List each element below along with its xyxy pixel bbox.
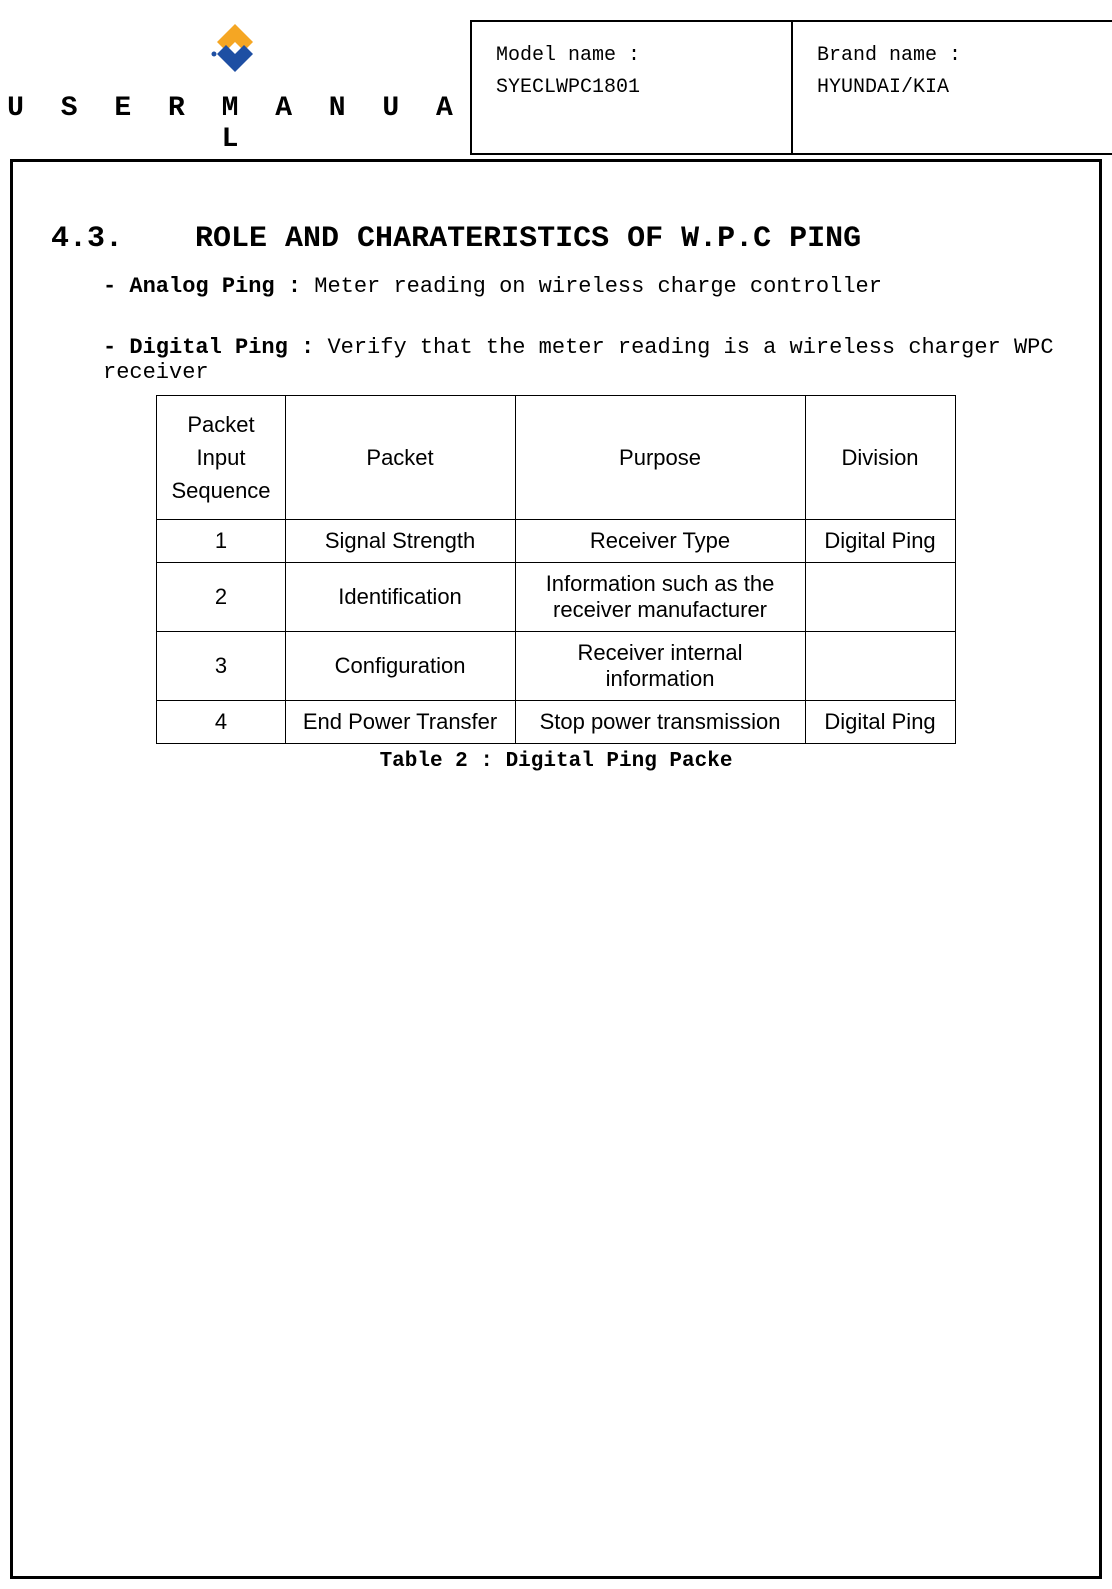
col-header-purpose: Purpose <box>515 396 805 520</box>
model-value: SYECLWPC1801 <box>496 76 640 99</box>
cell-packet: Identification <box>285 563 515 632</box>
page: U S E R M A N U A L Model name : SYECLWP… <box>0 0 1112 1579</box>
section-heading: 4.3. ROLE AND CHARATERISTICS OF W.P.C PI… <box>51 222 1079 256</box>
cell-purpose: Information such as the receiver manufac… <box>515 563 805 632</box>
digital-ping-label: - Digital Ping : <box>103 335 314 360</box>
section-title: ROLE AND CHARATERISTICS OF W.P.C PING <box>195 222 861 256</box>
col-header-division: Division <box>805 396 955 520</box>
table-header-row: Packet Input Sequence Packet Purpose Div… <box>157 396 955 520</box>
table-row: 4 End Power Transfer Stop power transmis… <box>157 701 955 744</box>
table-row: 3 Configuration Receiver internal inform… <box>157 632 955 701</box>
cell-packet: Configuration <box>285 632 515 701</box>
cell-packet: Signal Strength <box>285 520 515 563</box>
cell-division <box>805 563 955 632</box>
analog-ping-label: - Analog Ping : <box>103 274 301 299</box>
analog-ping-desc: Meter reading on wireless charge control… <box>314 274 882 299</box>
digital-ping-line: - Digital Ping : Verify that the meter r… <box>103 335 1079 385</box>
cell-division: Digital Ping <box>805 701 955 744</box>
manual-title: U S E R M A N U A L <box>0 93 470 155</box>
page-header: U S E R M A N U A L Model name : SYECLWP… <box>0 0 1112 155</box>
section-number: 4.3. <box>51 222 123 256</box>
table-row: 2 Identification Information such as the… <box>157 563 955 632</box>
model-label: Model name : <box>496 44 640 67</box>
content-frame: 4.3. ROLE AND CHARATERISTICS OF W.P.C PI… <box>10 159 1102 1579</box>
header-left: U S E R M A N U A L <box>0 20 470 155</box>
cell-purpose: Receiver Type <box>515 520 805 563</box>
brand-value: HYUNDAI/KIA <box>817 76 949 99</box>
cell-seq: 1 <box>157 520 285 563</box>
table-row: 1 Signal Strength Receiver Type Digital … <box>157 520 955 563</box>
model-cell: Model name : SYECLWPC1801 <box>472 22 793 153</box>
table-caption: Table 2 : Digital Ping Packe <box>33 750 1079 773</box>
brand-cell: Brand name : HYUNDAI/KIA <box>793 22 1112 153</box>
col-header-seq: Packet Input Sequence <box>157 396 285 520</box>
analog-ping-line: - Analog Ping : Meter reading on wireles… <box>103 274 1079 299</box>
cell-division <box>805 632 955 701</box>
cell-packet: End Power Transfer <box>285 701 515 744</box>
header-info-box: Model name : SYECLWPC1801 Brand name : H… <box>470 20 1112 155</box>
cell-purpose: Stop power transmission <box>515 701 805 744</box>
col-header-seq-text: Packet Input Sequence <box>171 412 270 503</box>
cell-seq: 4 <box>157 701 285 744</box>
cell-purpose: Receiver internal information <box>515 632 805 701</box>
cell-division: Digital Ping <box>805 520 955 563</box>
digital-ping-table: Packet Input Sequence Packet Purpose Div… <box>156 395 955 744</box>
company-logo-icon <box>202 20 268 81</box>
col-header-packet: Packet <box>285 396 515 520</box>
cell-seq: 2 <box>157 563 285 632</box>
cell-seq: 3 <box>157 632 285 701</box>
brand-label: Brand name : <box>817 44 961 67</box>
